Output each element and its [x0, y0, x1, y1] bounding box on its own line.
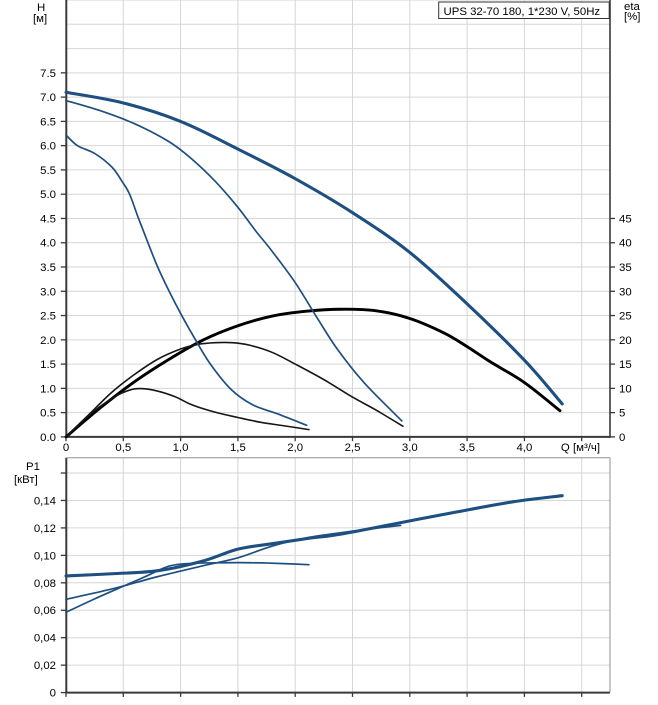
svg-text:Q [м³/ч]: Q [м³/ч] [561, 442, 600, 454]
svg-text:25: 25 [619, 311, 632, 323]
svg-text:10: 10 [619, 383, 632, 395]
svg-text:0,06: 0,06 [34, 605, 56, 617]
svg-text:P1: P1 [26, 461, 40, 473]
svg-text:[%]: [%] [624, 11, 640, 23]
svg-text:eta: eta [624, 1, 640, 13]
svg-text:2.5: 2.5 [40, 311, 56, 323]
svg-text:H: H [37, 2, 45, 14]
svg-text:6.0: 6.0 [40, 141, 56, 153]
svg-text:0.0: 0.0 [40, 432, 56, 444]
svg-text:3.5: 3.5 [40, 262, 56, 274]
svg-text:4,0: 4,0 [516, 442, 532, 454]
svg-text:40: 40 [619, 238, 632, 250]
svg-text:2,5: 2,5 [345, 442, 361, 454]
svg-text:0,02: 0,02 [34, 660, 56, 672]
svg-text:3.0: 3.0 [40, 286, 56, 298]
svg-text:0: 0 [50, 688, 56, 700]
svg-text:35: 35 [619, 262, 632, 274]
svg-text:7.0: 7.0 [40, 92, 56, 104]
svg-text:0,12: 0,12 [34, 523, 56, 535]
svg-text:[кВт]: [кВт] [14, 474, 38, 486]
svg-text:5: 5 [619, 408, 625, 420]
svg-text:5.0: 5.0 [40, 189, 56, 201]
svg-text:1.5: 1.5 [40, 359, 56, 371]
svg-text:30: 30 [619, 286, 632, 298]
svg-text:3,5: 3,5 [459, 442, 475, 454]
svg-text:7.5: 7.5 [40, 68, 56, 80]
svg-text:1.0: 1.0 [40, 383, 56, 395]
svg-text:[м]: [м] [33, 13, 47, 25]
svg-text:0,14: 0,14 [34, 496, 56, 508]
svg-text:0.5: 0.5 [40, 408, 56, 420]
svg-text:0,08: 0,08 [34, 578, 56, 590]
svg-text:4.5: 4.5 [40, 214, 56, 226]
svg-text:0: 0 [63, 442, 69, 454]
svg-text:1,0: 1,0 [173, 442, 189, 454]
svg-text:2,0: 2,0 [287, 442, 303, 454]
svg-text:0,10: 0,10 [34, 550, 56, 562]
svg-text:3,0: 3,0 [402, 442, 418, 454]
svg-text:20: 20 [619, 335, 632, 347]
svg-text:15: 15 [619, 359, 632, 371]
svg-text:6.5: 6.5 [40, 116, 56, 128]
svg-text:1,5: 1,5 [230, 442, 246, 454]
svg-text:2.0: 2.0 [40, 335, 56, 347]
svg-text:45: 45 [619, 214, 632, 226]
svg-text:5.5: 5.5 [40, 165, 56, 177]
svg-text:0: 0 [619, 432, 625, 444]
svg-text:4.0: 4.0 [40, 238, 56, 250]
svg-text:0,5: 0,5 [115, 442, 131, 454]
svg-text:UPS 32-70 180, 1*230 V, 50Hz: UPS 32-70 180, 1*230 V, 50Hz [444, 6, 601, 18]
svg-text:0,04: 0,04 [34, 633, 56, 645]
